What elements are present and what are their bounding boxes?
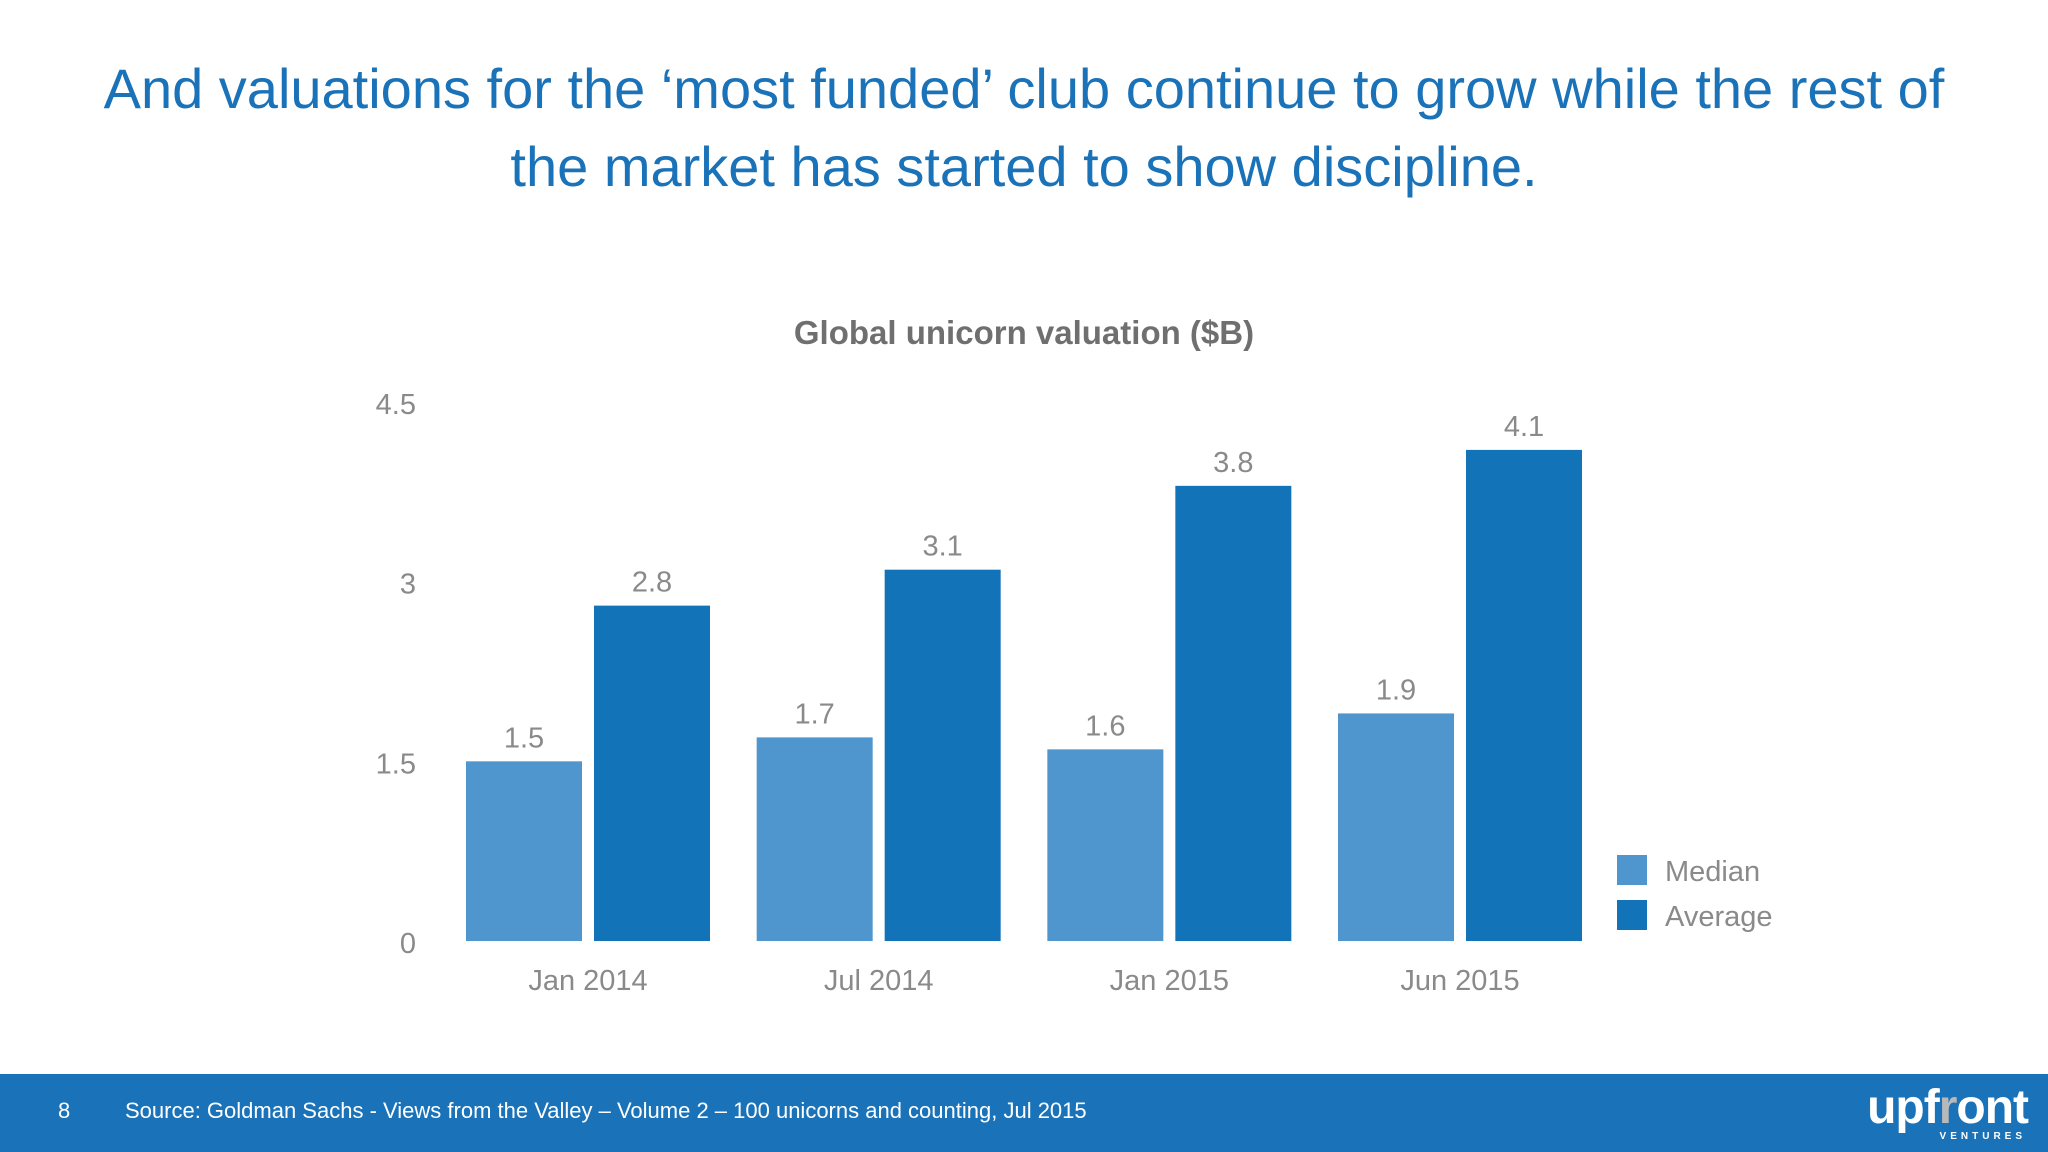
footer-bar: 8 Source: Goldman Sachs - Views from the… xyxy=(0,1074,2048,1152)
upfront-logo: upfront VENTURES xyxy=(1828,1080,2029,1146)
data-label: 4.1 xyxy=(1504,411,1544,443)
bar-average xyxy=(1466,449,1583,941)
legend-label-median: Median xyxy=(1665,856,1760,888)
data-label: 1.6 xyxy=(1085,710,1125,742)
y-tick-label: 4.5 xyxy=(376,389,416,421)
chart-title: Global unicorn valuation ($B) xyxy=(793,314,1255,351)
bar-median xyxy=(1047,749,1164,941)
data-label: 3.8 xyxy=(1213,447,1253,479)
x-tick-label: Jun 2015 xyxy=(1400,965,1519,997)
logo-wordmark: upfront xyxy=(1867,1081,2029,1134)
bar-average xyxy=(1175,485,1292,941)
x-tick-label: Jul 2014 xyxy=(824,965,934,997)
y-tick-label: 1.5 xyxy=(376,748,416,780)
bar-median xyxy=(1338,713,1455,941)
slide-headline: And valuations for the ‘most funded’ clu… xyxy=(60,50,1988,206)
bar-median xyxy=(756,737,873,941)
x-tick-label: Jan 2015 xyxy=(1110,965,1229,997)
y-tick-label: 3 xyxy=(400,569,416,601)
legend-swatch-median xyxy=(1617,855,1647,885)
data-label: 1.5 xyxy=(504,722,544,754)
bar-median xyxy=(466,761,582,941)
data-label: 1.7 xyxy=(795,698,835,730)
data-label: 3.1 xyxy=(923,531,963,563)
bar-average xyxy=(884,569,1001,941)
legend-swatch-average xyxy=(1617,900,1647,930)
headline-line-2: the market has started to show disciplin… xyxy=(510,135,1538,198)
y-tick-label: 0 xyxy=(400,928,416,960)
data-label: 2.8 xyxy=(632,567,672,599)
bar-average xyxy=(594,605,710,941)
x-tick-label: Jan 2014 xyxy=(528,965,647,997)
logo-subtext: VENTURES xyxy=(1939,1131,2026,1142)
data-label: 1.9 xyxy=(1376,674,1416,706)
bar-chart: 0 1.5 3 4.5 1.5 2.8 Jan 2014 1.7 3.1 Jul 2014 1.6 3… xyxy=(376,389,1773,997)
headline-line-1: And valuations for the ‘most funded’ clu… xyxy=(103,57,1945,120)
legend-label-average: Average xyxy=(1665,901,1773,933)
page-number: 8 xyxy=(58,1098,71,1123)
source-note: Source: Goldman Sachs - Views from the V… xyxy=(125,1098,1087,1123)
